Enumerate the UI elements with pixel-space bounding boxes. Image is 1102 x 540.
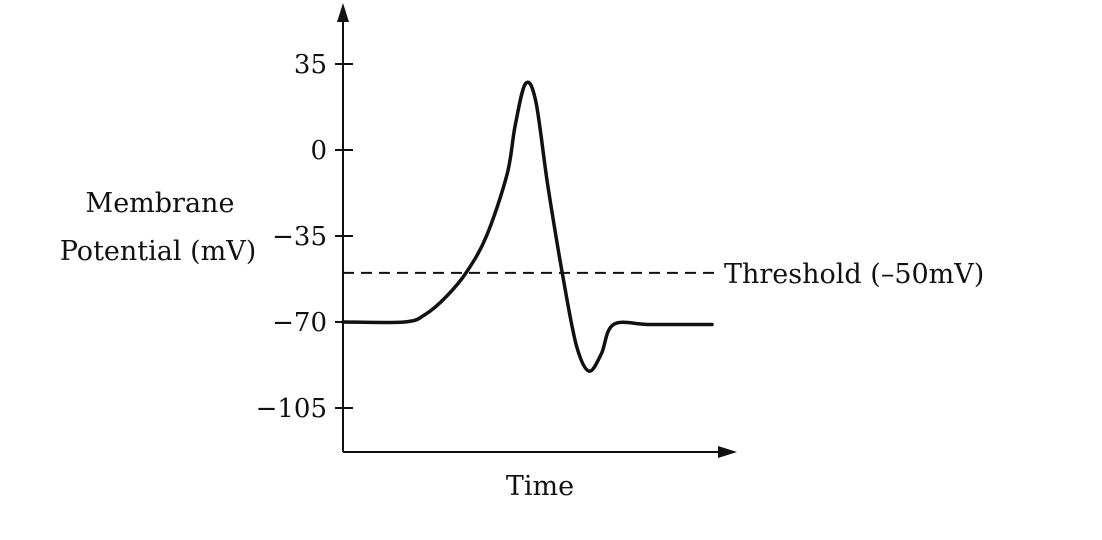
membrane-potential-curve bbox=[341, 80, 714, 373]
threshold-label: Threshold (–50mV) bbox=[724, 259, 984, 290]
y-ticks: 35 0 −35 −70 −105 bbox=[256, 50, 353, 424]
y-tick-label: −35 bbox=[272, 222, 327, 252]
axes bbox=[337, 3, 737, 458]
x-axis-arrow-icon bbox=[718, 446, 737, 458]
y-axis-label-line2: Potential (mV) bbox=[60, 236, 257, 267]
y-tick-label: −70 bbox=[272, 308, 327, 338]
y-axis-arrow-icon bbox=[337, 3, 349, 22]
y-tick-label: −105 bbox=[256, 394, 327, 424]
x-axis-label: Time bbox=[506, 471, 574, 502]
y-tick-label: 0 bbox=[310, 136, 327, 166]
y-tick-label: 35 bbox=[294, 50, 327, 80]
y-axis-label-line1: Membrane bbox=[86, 188, 235, 219]
